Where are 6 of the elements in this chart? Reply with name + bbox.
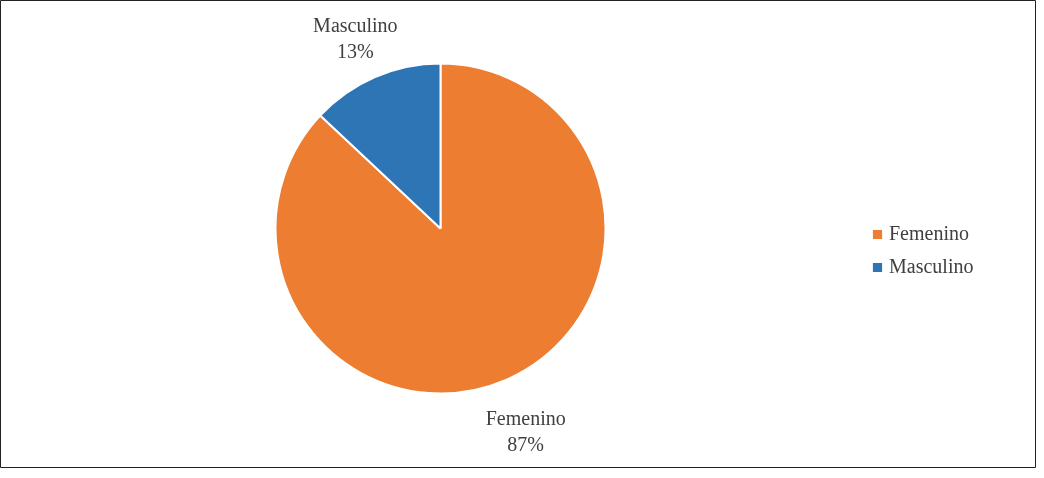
data-label: 13% — [336, 39, 374, 62]
legend-label: Masculino — [889, 255, 974, 278]
data-label: 87% — [507, 433, 545, 456]
legend-label: Femenino — [889, 222, 969, 245]
slice-label: Masculino — [313, 13, 398, 36]
slice-label: Femenino — [485, 407, 566, 430]
